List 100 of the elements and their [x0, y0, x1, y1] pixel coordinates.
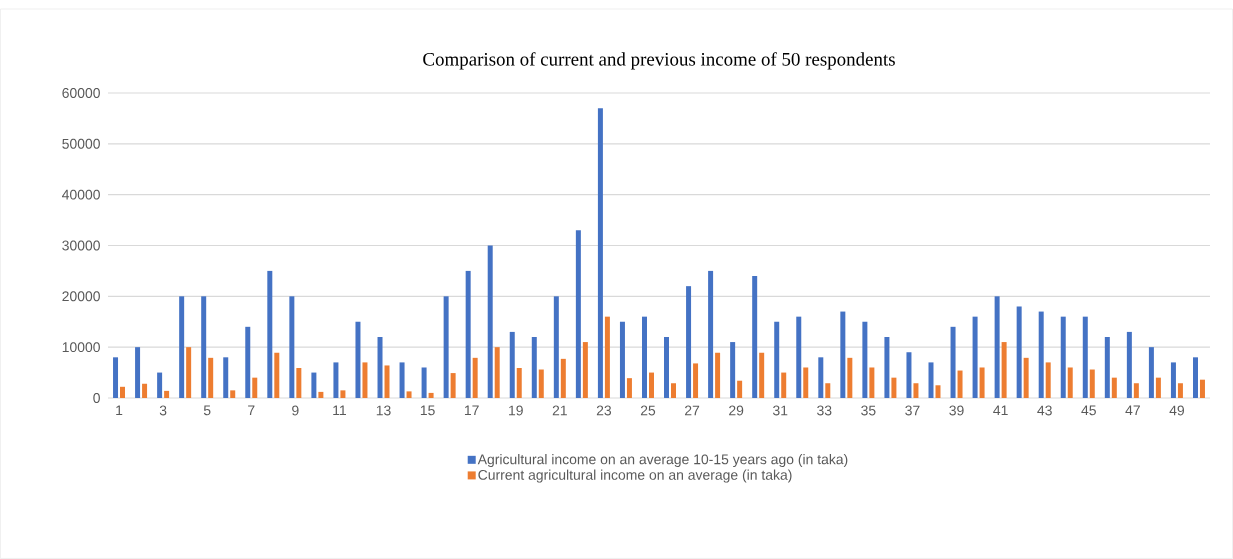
legend-label: Agricultural income on an average 10-15 years ago (in taka) — [477, 454, 848, 468]
bar — [891, 377, 897, 398]
x-tick-label: 35 — [861, 405, 876, 416]
bar — [1001, 342, 1007, 398]
x-tick-label: 7 — [248, 405, 255, 416]
bar — [509, 331, 515, 398]
bar — [289, 296, 295, 398]
bar — [862, 321, 868, 398]
bar — [267, 270, 273, 398]
x-tick-label: 13 — [376, 405, 391, 416]
bar — [355, 321, 361, 398]
x-tick-label: 43 — [1037, 405, 1052, 416]
bar — [641, 316, 647, 398]
x-tick-label: 31 — [772, 405, 788, 416]
x-tick-label: 27 — [685, 405, 700, 416]
bar — [715, 352, 721, 398]
x-tick-label: 5 — [203, 405, 211, 416]
bar — [1177, 383, 1183, 398]
x-tick-label: 23 — [596, 405, 612, 416]
y-tick-label: 30000 — [62, 240, 100, 251]
bar — [487, 245, 493, 398]
x-tick-label: 29 — [729, 405, 744, 416]
bar — [245, 326, 251, 398]
bar — [142, 383, 148, 398]
bar — [274, 352, 280, 398]
bar — [1170, 362, 1176, 398]
bar — [120, 386, 126, 398]
x-tick-label: 39 — [949, 405, 964, 416]
bar — [648, 372, 654, 398]
bar — [311, 372, 317, 398]
y-tick-label: 60000 — [62, 88, 100, 98]
bar — [869, 367, 875, 398]
x-tick-label: 9 — [292, 405, 299, 416]
bar — [516, 367, 522, 398]
bar — [1133, 383, 1139, 398]
bar — [1104, 336, 1110, 398]
bar — [443, 296, 449, 398]
bar — [619, 321, 625, 398]
chart-title: Comparison of current and previous income of 50 respondents — [423, 52, 895, 70]
bar — [737, 380, 743, 398]
y-tick-label: 10000 — [62, 342, 100, 353]
bar — [803, 367, 809, 398]
bar — [1023, 357, 1029, 398]
x-tick-label: 17 — [464, 405, 479, 416]
bar — [1038, 311, 1044, 398]
legend-label: Current agricultural income on an average (in taka) — [478, 469, 792, 483]
bar — [406, 391, 412, 398]
bar — [1126, 331, 1132, 398]
bar — [957, 370, 963, 398]
bar — [1016, 306, 1022, 398]
bar — [164, 390, 170, 398]
bar — [664, 336, 670, 398]
x-tick-label: 41 — [993, 405, 1008, 416]
bar — [847, 357, 853, 398]
bar — [906, 352, 912, 398]
bar — [752, 275, 758, 398]
y-tick-label: 40000 — [62, 189, 100, 200]
bar — [972, 316, 978, 398]
x-tick-label: 49 — [1169, 405, 1185, 416]
bar — [340, 390, 346, 398]
x-tick-label: 3 — [159, 405, 167, 416]
bar — [774, 321, 780, 398]
bar — [759, 352, 765, 398]
x-tick-label: 45 — [1081, 405, 1096, 416]
bar — [575, 230, 581, 398]
bar — [223, 357, 229, 398]
bar — [399, 362, 405, 398]
bar — [208, 357, 214, 398]
bar — [1067, 367, 1073, 398]
bar — [135, 347, 141, 398]
x-tick-label: 1 — [116, 405, 123, 416]
bar — [884, 336, 890, 398]
bar — [333, 362, 339, 398]
bar — [597, 108, 603, 398]
bar — [1082, 316, 1088, 398]
bar — [1192, 357, 1198, 398]
x-tick-label: 11 — [333, 405, 346, 416]
y-tick-label: 20000 — [62, 291, 100, 302]
x-tick-label: 19 — [509, 405, 523, 416]
bar — [1060, 316, 1066, 398]
x-tick-label: 47 — [1125, 405, 1140, 416]
bar — [538, 369, 544, 398]
x-tick-label: 25 — [640, 405, 656, 416]
bar — [494, 347, 500, 398]
bar — [979, 367, 985, 398]
bar — [296, 367, 302, 398]
bar — [428, 392, 434, 398]
bar — [1199, 379, 1205, 398]
bar — [531, 336, 537, 398]
y-tick-label: 0 — [93, 393, 100, 403]
bar — [377, 336, 383, 398]
x-tick-label: 33 — [817, 405, 832, 416]
bar — [708, 270, 714, 398]
bar — [113, 357, 119, 398]
bar — [730, 342, 736, 398]
bar — [384, 365, 390, 398]
bar — [928, 362, 934, 398]
x-tick-label: 37 — [905, 405, 920, 416]
bar — [840, 311, 846, 398]
bar — [179, 296, 185, 398]
